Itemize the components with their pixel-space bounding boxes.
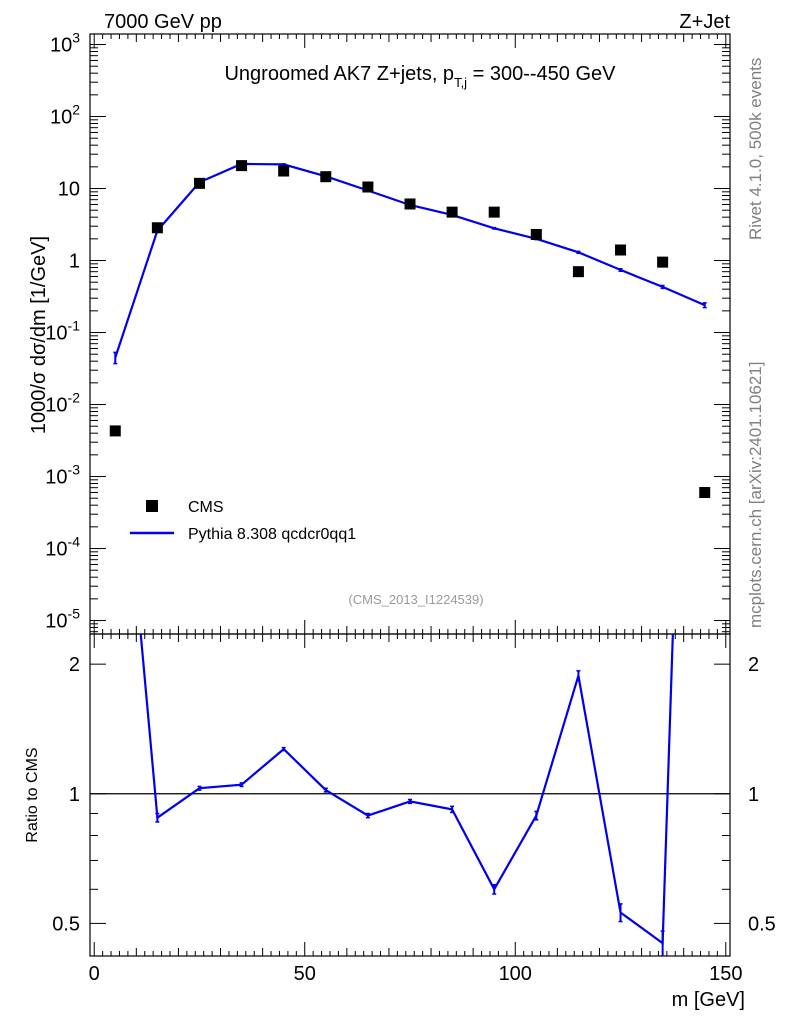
main-y-tick-label: 10-2 bbox=[45, 390, 80, 417]
cms-data-point bbox=[615, 244, 627, 256]
pythia-line bbox=[114, 162, 706, 358]
header-left: 7000 GeV pp bbox=[104, 11, 222, 33]
cms-data-point bbox=[572, 266, 584, 278]
ratio-y-tick-label: 1 bbox=[69, 784, 80, 806]
cms-data-point bbox=[446, 206, 458, 218]
main-y-axis-label: 1000/σ dσ/dm [1/GeV] bbox=[28, 236, 50, 434]
main-y-tick-label: 10-3 bbox=[45, 462, 80, 489]
cms-data-point bbox=[488, 206, 500, 218]
ratio-x-tick-labels: 0 50 100 150 bbox=[89, 963, 743, 985]
cms-data-point bbox=[404, 198, 416, 210]
legend-cms-label: CMS bbox=[188, 499, 224, 516]
main-y-tick-label: 10-5 bbox=[45, 606, 80, 633]
ratio-ticks bbox=[90, 634, 730, 956]
main-plot-panel: 10-5 10-4 10-3 10-2 10-1 1 10 102 103 Ungroomed … bbox=[28, 30, 731, 635]
x-axis-label: m [GeV] bbox=[672, 989, 745, 1011]
main-y-tick-label: 102 bbox=[50, 102, 80, 129]
ratio-plot-frame bbox=[89, 633, 731, 957]
cms-data-point bbox=[278, 165, 290, 177]
main-title: Ungroomed AK7 Z+jets, pT,j = 300--450 Ge… bbox=[224, 63, 616, 90]
main-y-tick-labels: 10-5 10-4 10-3 10-2 10-1 1 10 102 103 bbox=[45, 30, 80, 633]
cms-data-point bbox=[362, 181, 374, 193]
ratio-y-tick-label-right: 0.5 bbox=[748, 913, 776, 935]
main-y-tick-label: 103 bbox=[50, 30, 80, 57]
main-y-tick-label: 10-4 bbox=[45, 534, 80, 561]
cms-data-point bbox=[320, 171, 332, 183]
main-plot-frame bbox=[89, 33, 731, 635]
cms-data-point bbox=[530, 228, 542, 240]
ratio-y-tick-label-right: 1 bbox=[748, 784, 759, 806]
ratio-y-tick-label: 2 bbox=[69, 654, 80, 676]
ratio-series bbox=[139, 634, 674, 956]
main-y-tick-label: 10 bbox=[58, 179, 80, 201]
cms-data-point bbox=[236, 160, 248, 172]
ratio-plot-panel: 0.5 0.5 1 1 2 2 0 50 100 150 Ratio to CMS m [GeV… bbox=[24, 633, 776, 1011]
ratio-x-tick-label: 150 bbox=[709, 963, 742, 985]
main-title-part-1: T,j bbox=[454, 75, 467, 90]
ratio-x-tick-label: 100 bbox=[499, 963, 532, 985]
main-y-tick-label: 1 bbox=[69, 251, 80, 273]
cms-data-point bbox=[193, 177, 205, 189]
ratio-y-tick-label-right: 2 bbox=[748, 654, 759, 676]
mcplots-label: mcplots.cern.ch [arXiv:2401.10621] bbox=[746, 362, 765, 628]
ratio-y-tick-labels: 0.5 0.5 1 1 2 2 bbox=[52, 654, 776, 935]
cms-data-point bbox=[657, 256, 669, 268]
header-right: Z+Jet bbox=[679, 11, 730, 33]
ratio-y-axis-label: Ratio to CMS bbox=[24, 747, 41, 842]
legend: CMS Pythia 8.308 qcdcr0qq1 bbox=[130, 499, 356, 543]
cms-data-point bbox=[151, 222, 163, 234]
main-title-part-2: = 300--450 GeV bbox=[467, 63, 616, 85]
ratio-y-tick-label: 0.5 bbox=[52, 913, 80, 935]
analysis-watermark: (CMS_2013_I1224539) bbox=[348, 592, 483, 607]
cms-data-point bbox=[109, 425, 121, 437]
legend-cms-marker bbox=[146, 500, 158, 512]
main-title-part-0: Ungroomed AK7 Z+jets, p bbox=[224, 63, 454, 85]
legend-pythia-label: Pythia 8.308 qcdcr0qq1 bbox=[188, 526, 356, 543]
main-series bbox=[109, 160, 711, 499]
rivet-label: Rivet 4.1.0, 500k events bbox=[746, 58, 765, 240]
main-y-tick-label: 10-1 bbox=[45, 318, 80, 345]
cms-data-point bbox=[699, 487, 711, 499]
main-ticks bbox=[90, 34, 730, 634]
ratio-x-tick-label: 50 bbox=[294, 963, 316, 985]
ratio-x-tick-label: 0 bbox=[89, 963, 100, 985]
